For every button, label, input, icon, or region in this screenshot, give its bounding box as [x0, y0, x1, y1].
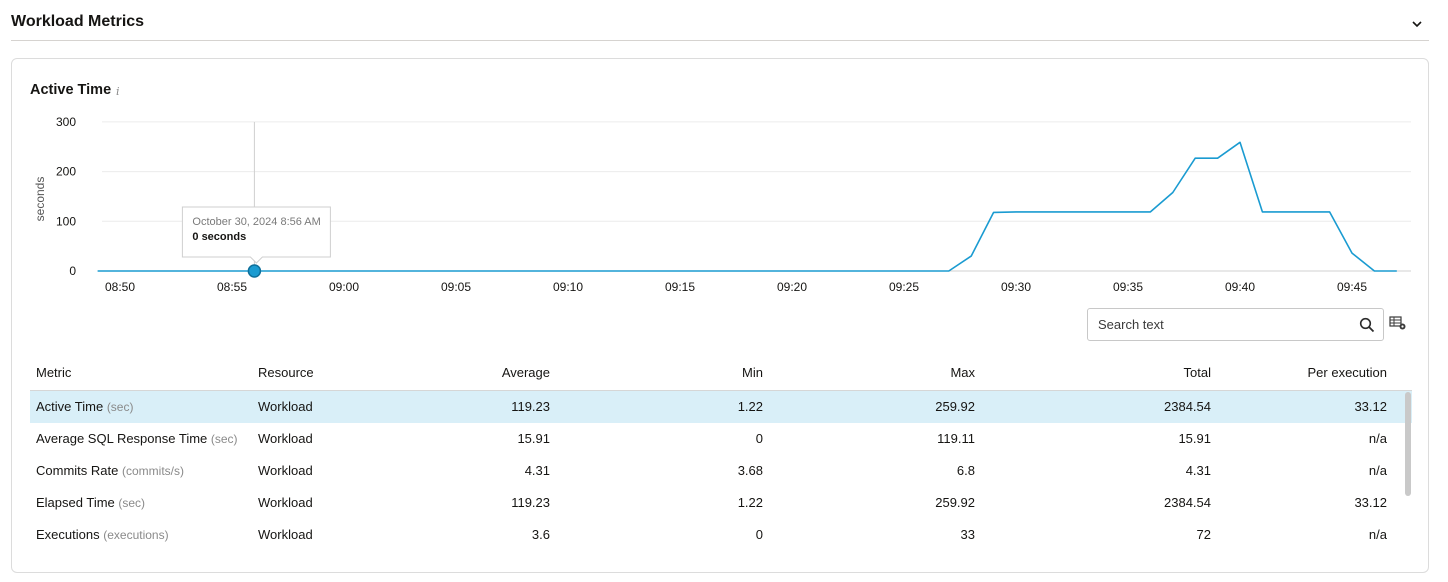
table-row[interactable]: Active Time (sec) Workload 119.23 1.22 259.9… [30, 391, 1412, 423]
chart-tooltip: October 30, 2024 8:56 AM 0 seconds [181, 206, 331, 264]
cell-min: 1.22 [737, 399, 763, 414]
cell-total: 4.31 [1185, 463, 1211, 478]
x-tick-label: 08:50 [105, 280, 135, 294]
cell-average: 119.23 [511, 399, 550, 414]
table-header: Metric Resource Average Min Max Total Pe… [30, 356, 1412, 391]
cell-resource: Workload [258, 463, 313, 478]
metrics-table: Metric Resource Average Min Max Total Pe… [30, 356, 1412, 551]
cell-metric: Active Time (sec) [36, 399, 133, 414]
x-tick-label: 09:10 [553, 280, 583, 294]
header-min[interactable]: Min [742, 365, 763, 380]
x-tick-label: 08:55 [217, 280, 247, 294]
cell-min: 0 [755, 431, 763, 446]
y-tick-label: 300 [56, 115, 76, 129]
search-input[interactable] [1088, 309, 1350, 340]
header-average[interactable]: Average [501, 365, 550, 380]
x-tick-label: 09:40 [1225, 280, 1255, 294]
x-tick-label: 09:00 [329, 280, 359, 294]
table-body: Active Time (sec) Workload 119.23 1.22 259.9… [30, 391, 1412, 551]
x-tick-label: 09:05 [441, 280, 471, 294]
x-tick-label: 09:25 [889, 280, 919, 294]
metric-unit: (commits/s) [121, 464, 184, 478]
cell-max: 259.92 [935, 495, 975, 510]
cell-total: 15.91 [1178, 431, 1211, 446]
table-scrollbar[interactable] [1405, 392, 1411, 496]
search-box [1087, 308, 1384, 341]
header-resource[interactable]: Resource [258, 365, 314, 380]
metric-name: Elapsed Time [36, 495, 115, 510]
x-tick-label: 09:15 [665, 280, 695, 294]
cell-per-execution: n/a [1368, 463, 1387, 478]
metric-unit: (sec) [118, 496, 146, 510]
y-tick-label: 0 [69, 264, 76, 278]
cell-total: 72 [1196, 527, 1211, 542]
cell-max: 33 [960, 527, 975, 542]
section-header: Workload Metrics [11, 0, 1429, 41]
table-settings-icon[interactable] [1389, 315, 1407, 331]
cell-average: 4.31 [524, 463, 550, 478]
metric-name: Active Time [36, 399, 104, 414]
chevron-down-icon[interactable] [1409, 16, 1425, 32]
cell-resource: Workload [258, 399, 313, 414]
cell-per-execution: 33.12 [1354, 495, 1387, 510]
tooltip-box [181, 206, 331, 264]
cell-resource: Workload [258, 431, 313, 446]
header-per-execution[interactable]: Per execution [1307, 365, 1388, 380]
info-icon[interactable]: i [116, 85, 120, 98]
y-tick-label: 200 [56, 165, 76, 179]
x-tick-label: 09:45 [1337, 280, 1367, 294]
header-max[interactable]: Max [950, 365, 975, 380]
tooltip-value: 0 seconds [192, 231, 246, 243]
metric-unit: (executions) [103, 528, 169, 542]
series-line [97, 141, 1397, 272]
cell-max: 119.11 [937, 431, 975, 446]
table-row[interactable]: Average SQL Response Time (sec) Workload 1… [30, 423, 1412, 455]
header-total[interactable]: Total [1183, 365, 1211, 380]
y-axis-label: seconds [33, 177, 47, 222]
header-metric[interactable]: Metric [36, 365, 72, 380]
cell-average: 3.6 [531, 527, 550, 542]
cell-resource: Workload [258, 527, 313, 542]
active-time-chart: 0 100 200 300 seconds 08:50 08:55 09:00 09:05 09:… [33, 115, 1411, 294]
search-icon[interactable] [1359, 317, 1375, 333]
cell-max: 259.92 [935, 399, 975, 414]
cell-per-execution: n/a [1368, 431, 1387, 446]
y-tick-label: 100 [56, 214, 76, 228]
x-tick-label: 09:30 [1001, 280, 1031, 294]
cell-total: 2384.54 [1164, 495, 1211, 510]
metric-name: Commits Rate [36, 463, 119, 478]
cell-resource: Workload [258, 495, 313, 510]
cell-min: 3.68 [737, 463, 763, 478]
cell-metric: Average SQL Response Time (sec) [36, 431, 238, 446]
cell-min: 0 [755, 527, 763, 542]
metric-name: Average SQL Response Time [36, 431, 208, 446]
cell-metric: Elapsed Time (sec) [36, 495, 145, 510]
metric-name: Executions [36, 527, 100, 542]
cell-per-execution: n/a [1368, 527, 1387, 542]
cell-total: 2384.54 [1164, 399, 1211, 414]
cell-max: 6.8 [956, 463, 975, 478]
cell-average: 119.23 [511, 495, 550, 510]
table-row[interactable]: Commits Rate (commits/s) Workload 4.31 3.68… [30, 455, 1412, 487]
metric-unit: (sec) [106, 400, 134, 414]
tooltip-date: October 30, 2024 8:56 AM [192, 216, 320, 228]
metrics-card: Active Time i 0 100 200 300 seconds 08:50 08:5… [11, 58, 1429, 573]
cell-average: 15.91 [517, 431, 550, 446]
x-tick-label: 09:20 [777, 280, 807, 294]
table-row[interactable]: Executions (executions) Workload 3.6 0 33 72 n… [30, 519, 1412, 551]
chart-title: Active Time [30, 82, 112, 98]
section-title: Workload Metrics [11, 13, 145, 30]
hover-point [247, 264, 262, 278]
table-row[interactable]: Elapsed Time (sec) Workload 119.23 1.22 259.… [30, 487, 1412, 519]
cell-per-execution: 33.12 [1354, 399, 1387, 414]
cell-metric: Executions (executions) [36, 527, 169, 542]
cell-min: 1.22 [737, 495, 763, 510]
cell-metric: Commits Rate (commits/s) [36, 463, 184, 478]
x-tick-label: 09:35 [1113, 280, 1143, 294]
metric-unit: (sec) [210, 432, 238, 446]
